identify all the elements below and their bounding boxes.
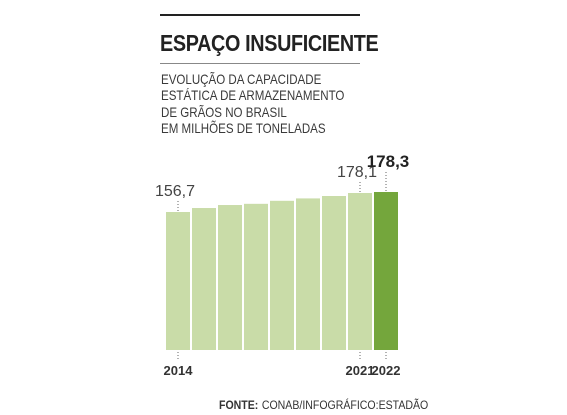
data-label: 156,7 — [155, 183, 195, 200]
title-rule — [160, 14, 360, 16]
bar — [348, 193, 372, 350]
x-tick-label: 2021 — [346, 363, 375, 378]
subtitle-line: DE GRÃOS NO BRASIL — [161, 104, 287, 120]
bar — [296, 198, 320, 350]
subtitle-line: ESTÁTICA DE ARMAZENAMENTO — [161, 88, 345, 104]
chart-title: ESPAÇO INSUFICIENTE — [160, 30, 379, 56]
source-credit: FONTE: CONAB/INFOGRÁFICO:ESTADÃO — [219, 398, 428, 412]
bar — [322, 196, 346, 350]
data-label: 178,3 — [367, 152, 410, 171]
chart-subtitle: EVOLUÇÃO DA CAPACIDADE ESTÁTICA DE ARMAZ… — [161, 72, 408, 138]
bar — [166, 212, 190, 350]
bar — [218, 205, 242, 350]
data-label: 178,1 — [337, 164, 377, 181]
bar — [270, 200, 294, 350]
x-tick-label: 2014 — [164, 363, 194, 378]
source-label: FONTE: — [219, 398, 259, 412]
bar — [244, 203, 268, 350]
subtitle-rule — [160, 63, 360, 64]
subtitle-line: EM MILHÕES DE TONELADAS — [161, 121, 326, 137]
subtitle-line: EVOLUÇÃO DA CAPACIDADE — [161, 72, 322, 87]
x-tick-label: 2022 — [372, 363, 401, 378]
bar — [374, 192, 398, 350]
source-text: CONAB/INFOGRÁFICO:ESTADÃO — [261, 398, 429, 412]
bar — [192, 208, 216, 350]
